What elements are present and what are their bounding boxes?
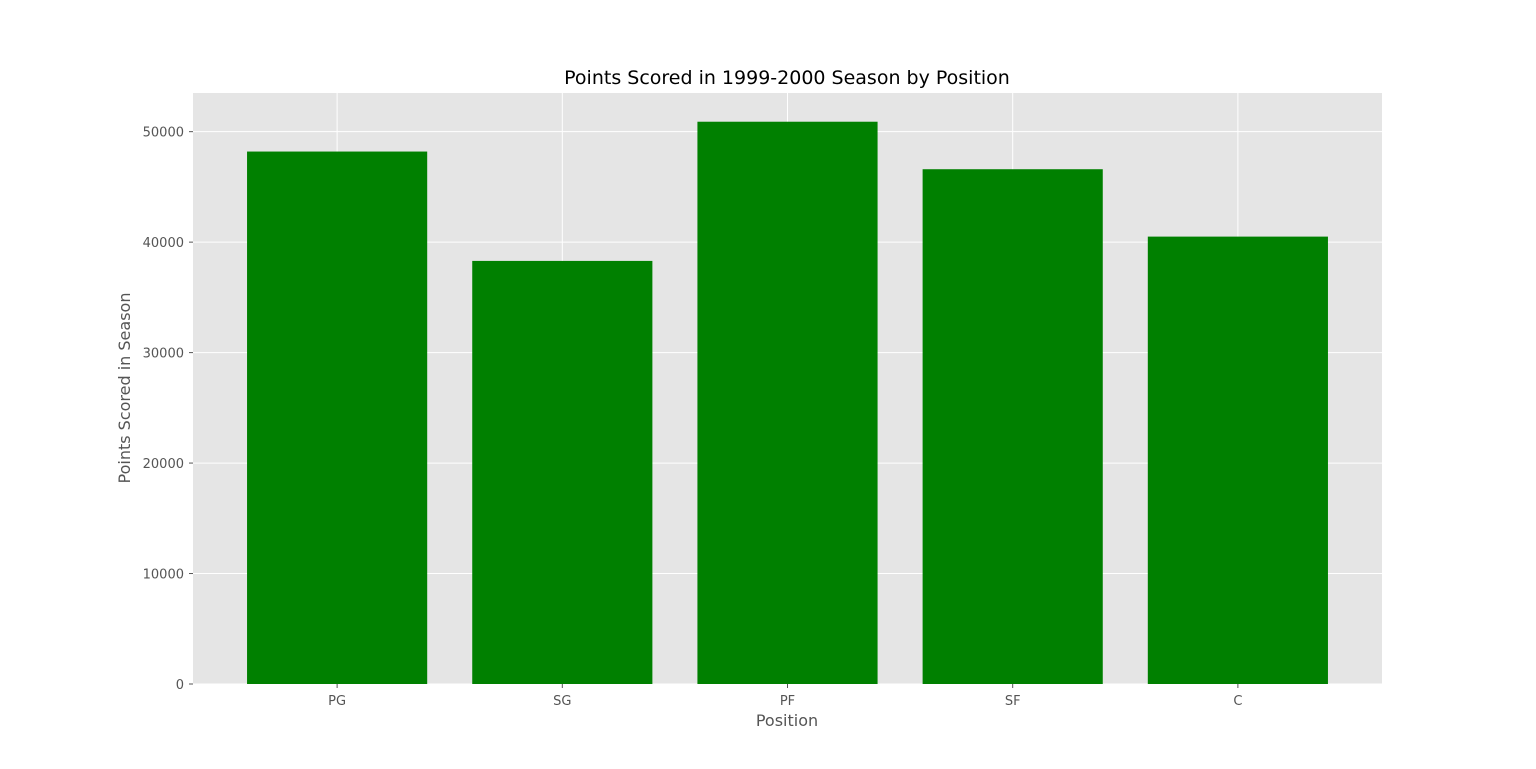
bar-pf	[697, 121, 878, 684]
y-tick-label: 40000	[143, 236, 184, 251]
y-tick-label: 0	[176, 678, 184, 693]
x-tick-label: C	[1233, 694, 1242, 709]
y-tick-label: 50000	[143, 126, 184, 141]
y-tick-label: 20000	[143, 457, 184, 472]
x-tick-label: PF	[780, 694, 795, 709]
y-tick-label: 10000	[143, 568, 184, 583]
x-axis-ticks: PG SG PF SF C	[328, 684, 1242, 709]
bar-c	[1147, 236, 1328, 684]
x-tick-label: SG	[553, 694, 571, 709]
bar-pg	[247, 151, 428, 684]
chart-title: Points Scored in 1999-2000 Season by Pos…	[564, 67, 1010, 89]
bars	[247, 121, 1328, 685]
y-tick-label: 30000	[143, 347, 184, 362]
x-axis-label: Position	[756, 711, 818, 730]
bar-sg	[472, 260, 653, 684]
y-axis-ticks: 0 10000 20000 30000 40000 50000	[143, 126, 193, 693]
x-tick-label: SF	[1005, 694, 1021, 709]
bar-sf	[922, 169, 1103, 685]
y-axis-label: Points Scored in Season	[115, 293, 134, 484]
x-tick-label: PG	[328, 694, 346, 709]
